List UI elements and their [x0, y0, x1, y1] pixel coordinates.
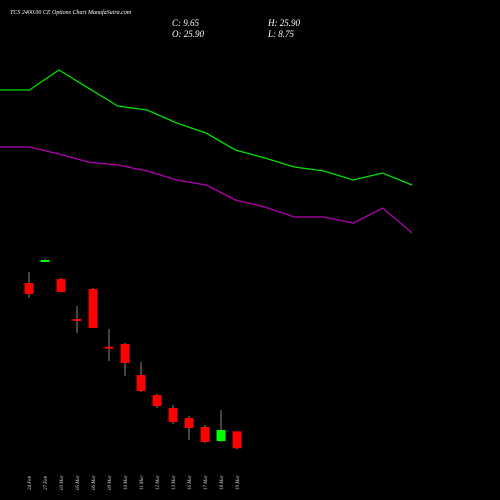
candle-body	[120, 343, 130, 364]
candle-body	[40, 260, 50, 262]
indicator-line	[0, 146, 413, 234]
candle-body	[184, 418, 194, 429]
candle-body	[200, 426, 210, 442]
x-tick-label: 16 Mar	[188, 475, 193, 490]
x-tick-label: 05 Mar	[76, 475, 81, 490]
x-tick-label: 13 Mar	[172, 475, 177, 490]
x-tick-label: 27 Feb	[44, 475, 49, 490]
x-tick-label: 03 Mar	[60, 475, 65, 490]
x-tick-label: 09 Mar	[108, 475, 113, 490]
x-tick-label: 24 Feb	[28, 475, 33, 490]
candle-body	[88, 288, 98, 329]
candle-body	[136, 375, 146, 392]
x-tick-label: 10 Mar	[124, 475, 129, 490]
low-label: L: 8.75	[267, 29, 295, 39]
x-tick-label: 18 Mar	[220, 475, 225, 490]
candle-body	[152, 395, 162, 407]
chart-title: TCS 2400.00 CE Options Chart MunafaSutra…	[10, 9, 132, 16]
x-tick-label: 17 Mar	[204, 475, 209, 490]
indicator-line	[0, 69, 413, 186]
x-tick-label: 11 Mar	[140, 475, 145, 490]
open-label: O: 25.90	[172, 29, 204, 39]
close-label: C: 9.65	[172, 18, 200, 28]
candle-body	[104, 346, 114, 349]
candle-body	[232, 431, 242, 449]
high-label: H: 25.90	[267, 18, 300, 28]
x-tick-label: 19 Mar	[236, 475, 241, 490]
candle-body	[216, 430, 226, 442]
candle-body	[168, 408, 178, 422]
x-tick-label: 12 Mar	[156, 475, 161, 490]
candle-body	[24, 283, 34, 294]
x-tick-label: 06 Mar	[92, 475, 97, 490]
candle-body	[56, 278, 66, 292]
candle-body	[72, 318, 82, 321]
